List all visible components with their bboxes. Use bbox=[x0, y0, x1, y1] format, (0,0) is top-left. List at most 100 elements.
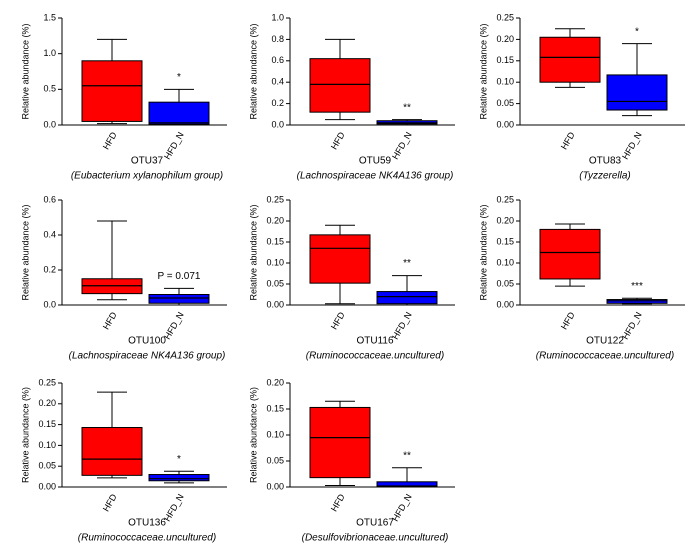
box bbox=[309, 58, 371, 113]
y-axis-label: Relative abundance (%) bbox=[478, 204, 488, 300]
y-tick-label: 0.00 bbox=[496, 119, 514, 129]
y-axis-label: Relative abundance (%) bbox=[478, 23, 488, 119]
y-tick-label: 0.0 bbox=[43, 299, 56, 309]
annotation: * bbox=[635, 26, 639, 37]
panel-title: OTU136 bbox=[128, 518, 166, 529]
y-tick-label: 0.00 bbox=[266, 481, 284, 491]
box bbox=[376, 291, 438, 305]
y-tick-label: 0.25 bbox=[496, 194, 514, 204]
box bbox=[81, 427, 143, 476]
panel-subtitle: (Lachnospiraceae NK4A136 group) bbox=[69, 351, 226, 362]
y-axis-label: Relative abundance (%) bbox=[20, 23, 30, 119]
x-tick-label: HFD_N bbox=[390, 130, 414, 161]
y-axis-label: Relative abundance (%) bbox=[248, 204, 258, 300]
x-tick-label: HFD bbox=[329, 130, 347, 151]
y-axis-label: Relative abundance (%) bbox=[248, 387, 258, 483]
x-tick-label: HFD bbox=[329, 310, 347, 331]
x-tick-label: HFD bbox=[101, 492, 119, 513]
y-tick-label: 0.15 bbox=[496, 55, 514, 65]
annotation: ** bbox=[403, 102, 411, 113]
panel-title: OTU100 bbox=[128, 336, 166, 347]
y-tick-label: 0.6 bbox=[43, 194, 56, 204]
y-tick-label: 0.0 bbox=[271, 119, 284, 129]
x-tick-label: HFD_N bbox=[390, 310, 414, 341]
panel-subtitle: (Lachnospiraceae NK4A136 group) bbox=[297, 171, 454, 182]
y-tick-label: 0.20 bbox=[38, 398, 56, 408]
x-tick-label: HFD bbox=[101, 130, 119, 151]
y-tick-label: 0.15 bbox=[266, 236, 284, 246]
y-tick-label: 0.2 bbox=[43, 264, 56, 274]
y-tick-label: 1.0 bbox=[43, 48, 56, 58]
y-tick-label: 0.10 bbox=[266, 429, 284, 439]
y-tick-label: 0.10 bbox=[496, 257, 514, 267]
x-tick-label: HFD_N bbox=[620, 130, 644, 161]
y-tick-label: 0.00 bbox=[38, 481, 56, 491]
panel-title: OTU167 bbox=[356, 518, 394, 529]
y-tick-label: 0.15 bbox=[496, 236, 514, 246]
y-tick-label: 0.15 bbox=[38, 419, 56, 429]
panel-subtitle: (Desulfovibrionaceae.uncultured) bbox=[302, 533, 449, 544]
y-tick-label: 0.05 bbox=[266, 278, 284, 288]
y-tick-label: 1.0 bbox=[271, 12, 284, 22]
y-tick-label: 0.10 bbox=[266, 257, 284, 267]
box bbox=[81, 60, 143, 122]
panel-subtitle: (Ruminococcaceae.uncultured) bbox=[78, 533, 216, 544]
y-tick-label: 0.05 bbox=[496, 98, 514, 108]
panel-subtitle: (Ruminococcaceae.uncultured) bbox=[536, 351, 674, 362]
panel-subtitle: (Eubacterium xylanophilum group) bbox=[71, 171, 223, 182]
panel-subtitle: (Tyzzerella) bbox=[579, 171, 630, 182]
y-tick-label: 0.05 bbox=[38, 461, 56, 471]
y-tick-label: 0.25 bbox=[496, 12, 514, 22]
y-tick-label: 1.5 bbox=[43, 12, 56, 22]
y-axis-label: Relative abundance (%) bbox=[20, 387, 30, 483]
box bbox=[148, 474, 210, 482]
x-tick-label: HFD_N bbox=[162, 130, 186, 161]
y-axis-label: Relative abundance (%) bbox=[248, 23, 258, 119]
annotation: P = 0.071 bbox=[158, 271, 201, 282]
y-tick-label: 0.5 bbox=[43, 84, 56, 94]
box bbox=[539, 36, 601, 83]
y-tick-label: 0.2 bbox=[271, 98, 284, 108]
y-tick-label: 0.4 bbox=[43, 229, 56, 239]
annotation: * bbox=[177, 454, 181, 465]
y-tick-label: 0.15 bbox=[266, 403, 284, 413]
box bbox=[606, 74, 668, 111]
y-axis-label: Relative abundance (%) bbox=[20, 204, 30, 300]
y-tick-label: 0.6 bbox=[271, 55, 284, 65]
y-tick-label: 0.25 bbox=[38, 377, 56, 387]
y-tick-label: 0.20 bbox=[496, 34, 514, 44]
panel-title: OTU59 bbox=[359, 156, 392, 167]
panel-title: OTU116 bbox=[356, 336, 393, 347]
y-tick-label: 0.25 bbox=[266, 194, 284, 204]
y-tick-label: 0.05 bbox=[496, 278, 514, 288]
y-tick-label: 0.00 bbox=[496, 299, 514, 309]
box bbox=[539, 228, 601, 280]
y-tick-label: 0.05 bbox=[266, 455, 284, 465]
annotation: * bbox=[177, 72, 181, 83]
box bbox=[376, 481, 438, 488]
annotation: ** bbox=[403, 450, 411, 461]
x-tick-label: HFD bbox=[329, 492, 347, 513]
y-tick-label: 0.20 bbox=[266, 215, 284, 225]
box bbox=[148, 294, 210, 304]
y-tick-label: 0.20 bbox=[266, 377, 284, 387]
annotation: ** bbox=[403, 258, 411, 269]
y-tick-label: 0.4 bbox=[271, 77, 284, 87]
y-tick-label: 0.0 bbox=[43, 119, 56, 129]
x-tick-label: HFD bbox=[101, 310, 119, 331]
box bbox=[148, 101, 210, 125]
panel-title: OTU122 bbox=[586, 336, 624, 347]
x-tick-label: HFD bbox=[559, 310, 577, 331]
y-tick-label: 0.10 bbox=[38, 440, 56, 450]
panel-subtitle: (Ruminococcaceae.uncultured) bbox=[306, 351, 444, 362]
y-tick-label: 0.10 bbox=[496, 77, 514, 87]
y-tick-label: 0.8 bbox=[271, 34, 284, 44]
annotation: *** bbox=[631, 281, 643, 292]
panel-title: OTU37 bbox=[131, 156, 164, 167]
x-tick-label: HFD bbox=[559, 130, 577, 151]
box bbox=[606, 299, 668, 304]
y-tick-label: 0.20 bbox=[496, 215, 514, 225]
box bbox=[309, 234, 371, 284]
y-tick-label: 0.00 bbox=[266, 299, 284, 309]
